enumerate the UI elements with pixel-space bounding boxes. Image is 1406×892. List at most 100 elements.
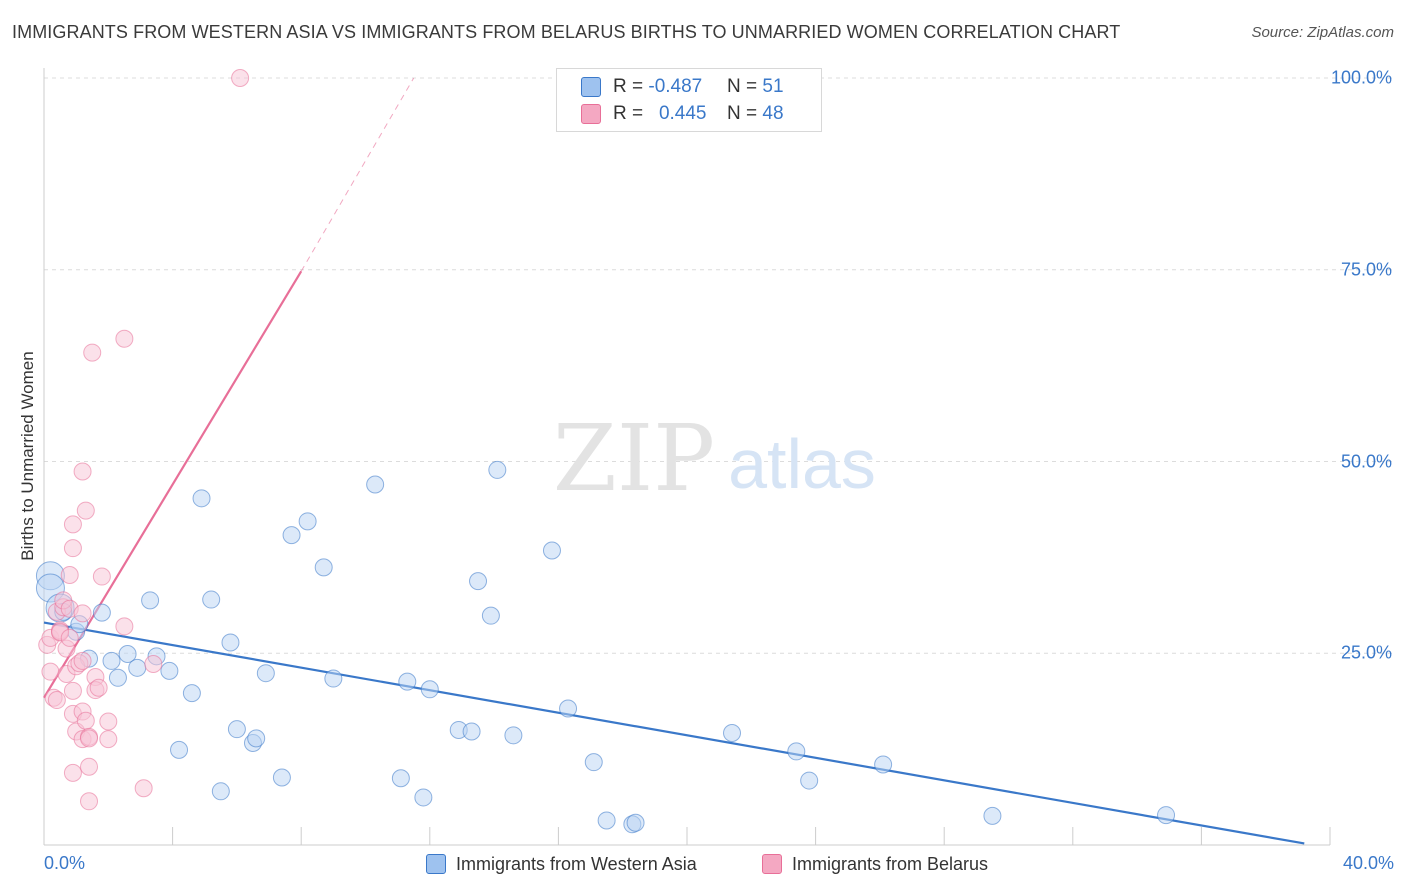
point-belarus [89, 678, 108, 697]
axes [43, 68, 1331, 846]
point-belarus [115, 617, 134, 636]
point-western-asia [462, 722, 481, 741]
point-belarus [99, 712, 118, 731]
point-western-asia [391, 769, 410, 788]
bottom-legend-label: Immigrants from Belarus [792, 853, 989, 874]
point-western-asia [469, 572, 488, 591]
y-tick-label: 100.0% [1330, 67, 1392, 88]
point-belarus [63, 681, 82, 700]
point-western-asia [118, 645, 137, 664]
y-tick-label: 75.0% [1340, 259, 1392, 280]
point-western-asia [559, 699, 578, 718]
point-western-asia [282, 526, 301, 545]
point-western-asia [723, 724, 742, 743]
x-tick-label-max: 40.0% [1342, 853, 1394, 873]
point-belarus [63, 515, 82, 534]
point-belarus [231, 69, 250, 87]
legend-r-value: -0.487 [648, 76, 703, 97]
watermark-atlas: atlas [728, 425, 876, 503]
point-belarus [80, 729, 99, 748]
y-tick-label: 25.0% [1340, 642, 1392, 663]
point-western-asia [141, 591, 160, 610]
bottom-legend-swatch-belarus [762, 854, 782, 874]
trend-line [43, 621, 1305, 845]
legend-n-label: N = [727, 76, 758, 97]
point-western-asia [256, 664, 275, 683]
point-western-asia [398, 672, 417, 691]
point-western-asia [504, 726, 523, 745]
legend-swatch-western-asia [581, 77, 601, 97]
point-western-asia [874, 755, 893, 774]
point-belarus [73, 462, 92, 481]
watermark-zip: ZIP [553, 405, 715, 512]
point-western-asia [366, 475, 385, 494]
trend-line-extension [300, 77, 415, 272]
legend-r-value: 0.445 [658, 103, 707, 124]
point-belarus [134, 779, 153, 798]
point-western-asia [1157, 806, 1176, 825]
point-western-asia [324, 669, 343, 688]
point-western-asia [128, 658, 147, 677]
correlation-legend: R = -0.487 N = 51 R = 0.445 N = 48 [556, 68, 822, 132]
point-belarus [73, 651, 92, 670]
point-western-asia [488, 460, 507, 479]
y-tick-label: 50.0% [1340, 451, 1392, 471]
point-western-asia [202, 590, 221, 609]
point-western-asia [481, 606, 500, 625]
point-western-asia [102, 651, 121, 670]
x-tick-label-min: 0.0% [44, 853, 86, 873]
chart-title: IMMIGRANTS FROM WESTERN ASIA VS IMMIGRAN… [12, 22, 1121, 42]
bottom-legend-swatch-western-asia [426, 854, 446, 874]
point-western-asia [192, 489, 211, 508]
legend-swatch-belarus [581, 104, 601, 124]
legend-row-western-asia: R = -0.487 N = 51 [581, 75, 784, 99]
point-western-asia [247, 729, 266, 748]
point-belarus [99, 730, 118, 749]
source-credit: Source: ZipAtlas.com [1251, 24, 1394, 41]
point-western-asia [221, 633, 240, 652]
point-western-asia [800, 771, 819, 790]
point-belarus [73, 604, 92, 623]
point-western-asia [170, 740, 189, 759]
point-belarus [83, 343, 102, 362]
point-western-asia [314, 558, 333, 577]
legend-r-label: R = [613, 103, 649, 124]
point-western-asia [626, 813, 645, 832]
point-belarus [60, 628, 79, 647]
point-western-asia [298, 512, 317, 531]
legend-row-belarus: R = 0.445 N = 48 [581, 102, 784, 126]
gridlines [44, 77, 1392, 654]
point-belarus [41, 662, 60, 681]
point-western-asia [182, 684, 201, 703]
point-belarus [76, 501, 95, 520]
point-belarus [92, 567, 111, 586]
legend-n-label: N = [727, 103, 758, 124]
bottom-legend-label: Immigrants from Western Asia [456, 853, 697, 874]
point-western-asia [983, 806, 1002, 825]
point-belarus [144, 654, 163, 673]
data-points [35, 69, 1176, 834]
point-western-asia [227, 720, 246, 739]
bottom-legend-belarus: Immigrants from Belarus [762, 852, 988, 876]
point-western-asia [420, 680, 439, 699]
point-western-asia [108, 668, 127, 687]
bottom-legend-western-asia: Immigrants from Western Asia [426, 852, 697, 876]
point-western-asia [787, 742, 806, 761]
point-belarus [80, 757, 99, 776]
point-belarus [115, 329, 134, 348]
point-belarus [80, 792, 99, 811]
legend-n-value: 51 [762, 76, 784, 97]
legend-n-value: 48 [762, 103, 784, 124]
point-western-asia [92, 603, 111, 622]
point-western-asia [211, 782, 230, 801]
point-belarus [63, 539, 82, 558]
point-belarus [47, 691, 66, 710]
point-belarus [76, 711, 95, 730]
zipatlas-watermark: ZIP atlas [553, 405, 876, 512]
point-western-asia [160, 661, 179, 680]
point-western-asia [584, 753, 603, 772]
point-western-asia [272, 768, 291, 787]
point-belarus [60, 566, 79, 585]
legend-r-label: R = [613, 76, 649, 97]
